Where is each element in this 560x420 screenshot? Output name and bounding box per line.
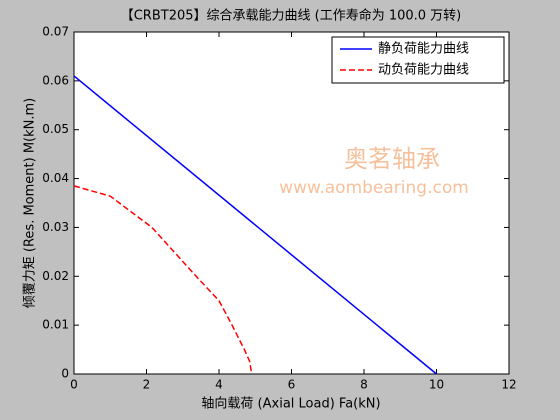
watermark: www.aombearing.com [279,178,469,198]
legend-label: 静负荷能力曲线 [378,42,469,57]
x-tick-label: 2 [143,378,151,392]
legend-label: 动负荷能力曲线 [378,63,469,78]
series-line [73,75,437,375]
x-tick-label: 6 [288,378,296,392]
x-tick-label: 0 [70,378,78,392]
watermark: 奥茗轴承 [344,145,440,173]
chart-title: 【CRBT205】综合承载能力曲线 (工作寿命为 100.0 万转) [121,8,462,24]
x-tick-label: 8 [360,378,368,392]
y-tick-label: 0 [61,367,69,381]
x-tick-label: 4 [215,378,223,392]
y-tick-label: 0.07 [42,25,69,39]
plot-area [73,31,510,375]
x-axis-label: 轴向载荷 (Axial Load) Fa(kN) [201,396,380,412]
legend-box [331,36,505,84]
series-line [73,185,253,375]
y-tick-label: 0.01 [42,318,69,332]
y-tick-label: 0.05 [42,122,69,136]
y-tick-label: 0.06 [42,73,69,87]
y-axis-label: 倾覆力矩 (Res. Moment) M(kN.m) [23,98,38,308]
y-tick-label: 0.02 [42,269,69,283]
y-tick-label: 0.04 [42,171,69,185]
x-tick-label: 12 [501,378,516,392]
y-tick-label: 0.03 [42,220,69,234]
x-tick-label: 10 [429,378,444,392]
